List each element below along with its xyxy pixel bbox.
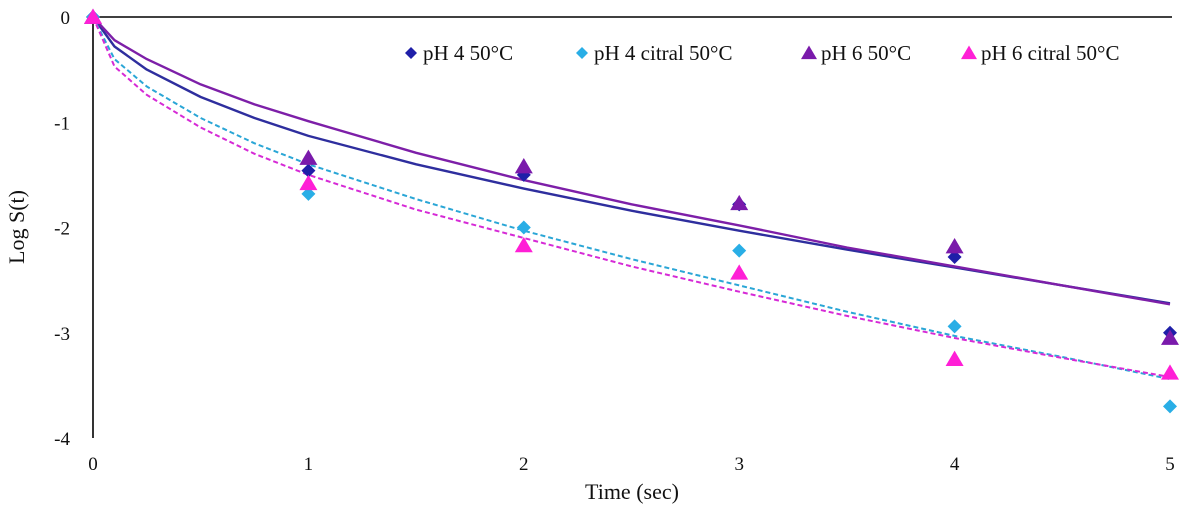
x-tick-label-1: 1 [304,454,314,475]
fit-line-series-3 [92,16,1171,378]
fit-line-series-2 [92,16,1171,306]
fit-lines [92,16,1171,381]
point-series-1-3 [732,243,747,258]
legend-entry-3: pH 6 citral 50°C [961,41,1119,65]
legend-entry-0: pH 4 50°C [405,41,513,65]
point-series-1-5 [1163,399,1177,414]
axes [92,16,1172,438]
y-axis-title: Log S(t) [4,190,29,264]
x-tick-label-0: 0 [88,454,98,475]
legend-label-2: pH 6 50°C [821,41,911,65]
point-series-2-4 [945,238,964,254]
legend-marker-2 [801,45,817,60]
point-series-3-4 [945,350,964,366]
y-tick-label-1: -1 [54,113,70,134]
x-axis-title: Time (sec) [585,479,679,504]
y-tick-label-3: -3 [54,324,70,345]
x-tick-label-4: 4 [950,454,960,475]
legend-marker-0 [405,47,417,59]
legend-label-0: pH 4 50°C [423,41,513,65]
legend: pH 4 50°C pH 4 citral 50°C pH 6 50°C pH 6 c… [405,41,1119,65]
point-series-0-4 [947,249,962,264]
y-tick-label-4: -4 [54,429,70,450]
y-tick-label-2: -2 [54,219,70,240]
legend-marker-3 [961,45,977,60]
point-series-1-4 [947,319,962,334]
x-tick-label-3: 3 [734,454,744,475]
legend-marker-1 [576,47,588,59]
point-series-1-2 [516,220,531,235]
point-series-0-1 [301,163,316,178]
point-series-3-0 [84,8,102,24]
point-series-2-3 [730,194,749,211]
point-series-3-3 [730,264,749,280]
point-series-3-2 [514,236,533,253]
tick-labels: 0 1 2 3 4 5 0 -1 -2 -3 -4 [54,8,1175,475]
legend-entry-1: pH 4 citral 50°C [576,41,732,65]
x-tick-label-5: 5 [1165,454,1175,475]
legend-label-3: pH 6 citral 50°C [981,41,1119,65]
point-series-2-2 [514,158,533,174]
fit-line-series-0 [92,16,1171,305]
point-series-2-1 [299,149,318,165]
fit-line-series-1 [92,16,1171,381]
legend-label-1: pH 4 citral 50°C [594,41,732,65]
point-series-3-1 [299,174,318,191]
point-series-2-5 [1161,329,1179,345]
point-series-1-1 [301,186,316,201]
data-points [84,8,1179,414]
x-tick-label-2: 2 [519,454,529,475]
point-series-3-5 [1161,364,1179,380]
legend-entry-2: pH 6 50°C [801,41,911,65]
y-tick-label-0: 0 [61,8,71,29]
